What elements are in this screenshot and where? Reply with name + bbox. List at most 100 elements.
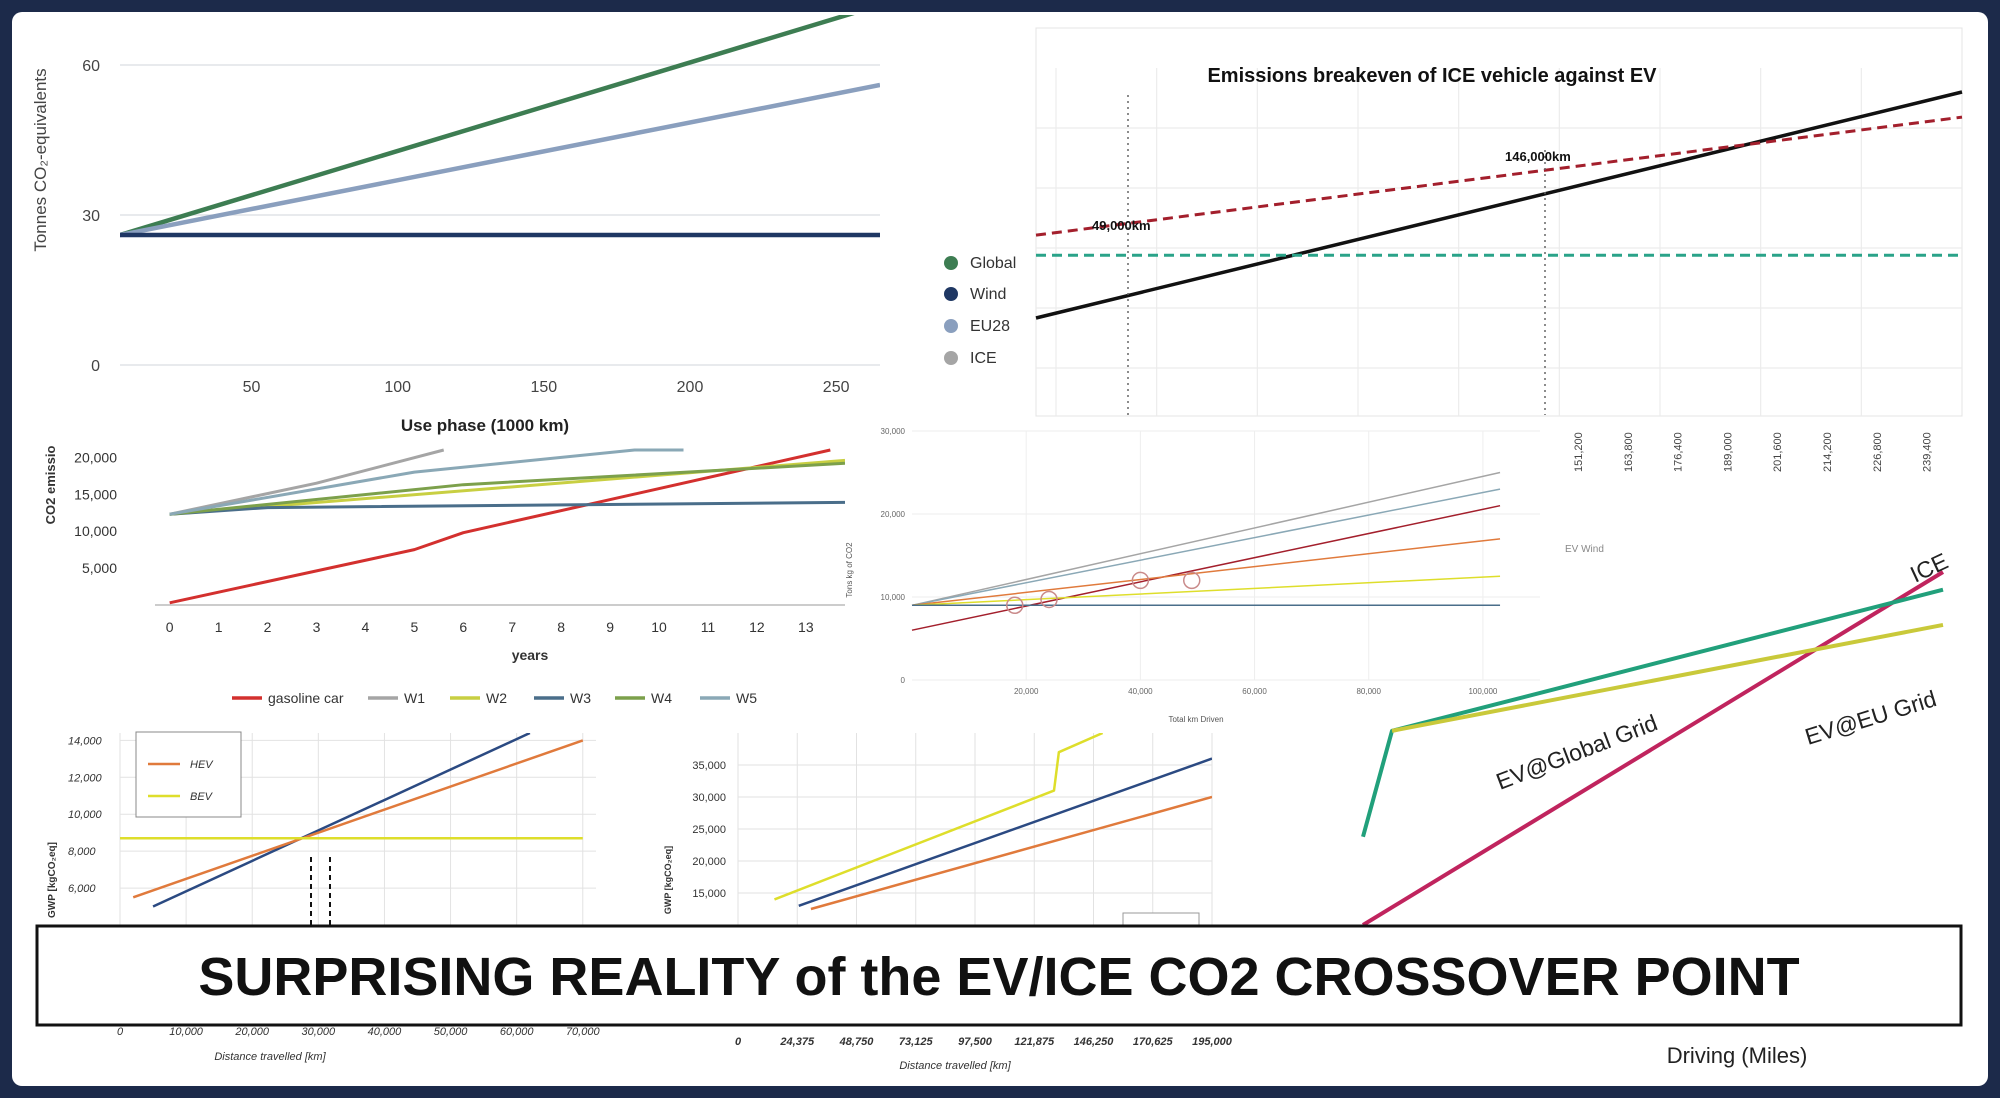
gwp-left-x-tick: 20,000 bbox=[234, 1026, 270, 1038]
years-x-tick: 4 bbox=[362, 619, 370, 635]
years-y-label: CO2 emissio bbox=[43, 446, 58, 525]
gwp-mid-x-tick: 97,500 bbox=[958, 1036, 993, 1048]
years-y-tick: 20,000 bbox=[74, 449, 117, 465]
total-km-x-ticks: 20,000 40,000 60,000 80,000 100,000 bbox=[1014, 687, 1498, 696]
years-x-label: years bbox=[512, 647, 549, 663]
panel-gwp-left: 0 10,000 20,000 30,000 40,000 50,000 60,000 70,… bbox=[47, 731, 601, 1063]
years-legend-label: W4 bbox=[651, 690, 672, 706]
gwp-left-y-label: GWP [kgCO₂eq] bbox=[47, 842, 58, 918]
gwp-left-series-navy bbox=[152, 733, 531, 908]
years-x-tick: 13 bbox=[798, 619, 814, 635]
years-series-w5 bbox=[169, 448, 684, 516]
total-km-y-tick: 10,000 bbox=[881, 593, 906, 602]
small-total-series-w5 bbox=[911, 488, 1501, 607]
use-phase-x-tick: 250 bbox=[823, 379, 850, 396]
gwp-left-y-tick: 10,000 bbox=[68, 809, 103, 821]
total-km-x-tick: 40,000 bbox=[1128, 687, 1153, 696]
gwp-left-x-label: Distance travelled [km] bbox=[214, 1051, 326, 1063]
years-x-tick: 10 bbox=[651, 619, 667, 635]
total-km-y-tick: 30,000 bbox=[881, 427, 906, 436]
years-x-tick: 5 bbox=[410, 619, 418, 635]
breakeven-series bbox=[1035, 90, 1963, 320]
small-total-series-red-dash bbox=[911, 504, 1501, 631]
breakeven-x-tick: 239,400 bbox=[1922, 432, 1934, 472]
legend-label-eu28: EU28 bbox=[970, 318, 1010, 335]
title-banner-text: SURPRISING REALITY of the EV/ICE CO2 CRO… bbox=[198, 947, 1799, 1007]
gwp-left-x-tick: 10,000 bbox=[169, 1026, 204, 1038]
years-series-w1 bbox=[169, 448, 445, 516]
total-km-y-tick: 20,000 bbox=[881, 510, 906, 519]
gwp-mid-y-tick: 25,000 bbox=[692, 824, 726, 836]
total-km-x-tick: 80,000 bbox=[1356, 687, 1381, 696]
years-legend-label: W1 bbox=[404, 690, 425, 706]
breakeven-x-tick: 214,200 bbox=[1822, 432, 1834, 472]
legend-label-wind: Wind bbox=[970, 286, 1006, 303]
years-y-tick: 10,000 bbox=[74, 523, 117, 539]
breakeven-x-tick: 226,800 bbox=[1872, 432, 1884, 472]
years-y-tick: 15,000 bbox=[74, 486, 117, 502]
total-km-x-tick: 60,000 bbox=[1242, 687, 1267, 696]
gwp-left-series-hev bbox=[132, 739, 584, 899]
gwp-left-y-tick: 12,000 bbox=[68, 772, 103, 784]
years-x-tick: 0 bbox=[166, 619, 174, 635]
use-phase-series bbox=[120, 15, 880, 238]
total-km-x-label: Total km Driven bbox=[1168, 715, 1223, 724]
gwp-mid-y-tick: 15,000 bbox=[692, 888, 726, 900]
use-phase-y-tick: 0 bbox=[91, 358, 100, 375]
total-km-side-label: EV Wind bbox=[1565, 544, 1604, 555]
gwp-left-x-ticks: 0 10,000 20,000 30,000 40,000 50,000 60,000 70,… bbox=[117, 1026, 601, 1038]
gwp-left-x-tick: 60,000 bbox=[500, 1026, 535, 1038]
gwp-mid-series-bev bbox=[774, 733, 1104, 901]
gwp-left-y-tick: 14,000 bbox=[68, 735, 103, 747]
total-km-series bbox=[911, 471, 1501, 631]
gwp-mid-x-tick: 146,250 bbox=[1074, 1036, 1115, 1048]
gwp-mid-grid bbox=[737, 733, 1213, 925]
legend-swatch-wind bbox=[944, 287, 958, 301]
gwp-mid-x-tick: 121,875 bbox=[1014, 1036, 1055, 1048]
gwp-mid-y-ticks: 15,000 20,000 25,000 30,000 35,000 bbox=[692, 760, 726, 900]
gwp-mid-x-label: Distance travelled [km] bbox=[899, 1060, 1011, 1072]
years-series-gasoline-car bbox=[169, 448, 831, 605]
title-banner-box bbox=[35, 924, 1963, 1027]
gwp-mid-y-label: GWP [kgCO₂eq] bbox=[663, 846, 673, 914]
gwp-mid-x-tick: 170,625 bbox=[1133, 1036, 1174, 1048]
gwp-mid-series-hev bbox=[810, 795, 1212, 911]
gwp-left-x-tick: 50,000 bbox=[434, 1026, 469, 1038]
total-km-x-tick: 20,000 bbox=[1014, 687, 1039, 696]
years-x-tick: 11 bbox=[701, 619, 716, 635]
gwp-mid-y-tick: 20,000 bbox=[692, 856, 726, 868]
gwp-mid-x-tick: 48,750 bbox=[839, 1036, 875, 1048]
miles-series-ev-eu-grid bbox=[1391, 622, 1944, 733]
gwp-mid-x-tick: 24,375 bbox=[779, 1036, 815, 1048]
total-km-y-label: Tons kg of CO2 bbox=[845, 542, 854, 598]
gwp-left-x-tick: 70,000 bbox=[566, 1026, 601, 1038]
use-phase-series-global bbox=[120, 15, 855, 238]
miles-x-label: Driving (Miles) bbox=[1667, 1043, 1808, 1068]
breakeven-title: Emissions breakeven of ICE vehicle again… bbox=[1207, 65, 1657, 87]
gwp-left-legend-hev: HEV bbox=[190, 759, 214, 771]
use-phase-y-label: Tonnes CO₂-equivalents bbox=[31, 68, 50, 251]
legend-swatch-eu28 bbox=[944, 319, 958, 333]
breakeven-annotation-49000: 49,000km bbox=[1092, 218, 1151, 233]
title-banner: SURPRISING REALITY of the EV/ICE CO2 CRO… bbox=[35, 924, 1963, 1027]
use-phase-x-ticks: 50 100 150 200 250 bbox=[243, 379, 850, 396]
breakeven-x-tick: 151,200 bbox=[1573, 432, 1585, 472]
total-km-marker bbox=[1040, 590, 1058, 609]
breakeven-legend: Global Wind EU28 ICE bbox=[944, 255, 1016, 367]
years-legend-label: W2 bbox=[486, 690, 507, 706]
gwp-mid-x-ticks: 0 24,375 48,750 73,125 97,500 121,875 146,250 1… bbox=[735, 1036, 1233, 1048]
gwp-left-x-tick: 0 bbox=[117, 1026, 124, 1038]
years-legend-label: W3 bbox=[570, 690, 591, 706]
total-km-marker bbox=[1182, 571, 1201, 590]
gwp-mid-x-tick: 195,000 bbox=[1192, 1036, 1233, 1048]
miles-series bbox=[1361, 570, 1945, 925]
gwp-mid-series bbox=[774, 733, 1212, 911]
use-phase-grid bbox=[120, 64, 880, 366]
years-legend-label: W5 bbox=[736, 690, 757, 706]
years-series bbox=[169, 448, 845, 605]
breakeven-annotation-146000: 146,000km bbox=[1505, 149, 1571, 164]
years-x-tick: 8 bbox=[557, 619, 565, 635]
years-y-ticks: 5,000 10,000 15,000 20,000 bbox=[74, 449, 117, 576]
gwp-left-x-tick: 30,000 bbox=[302, 1026, 337, 1038]
